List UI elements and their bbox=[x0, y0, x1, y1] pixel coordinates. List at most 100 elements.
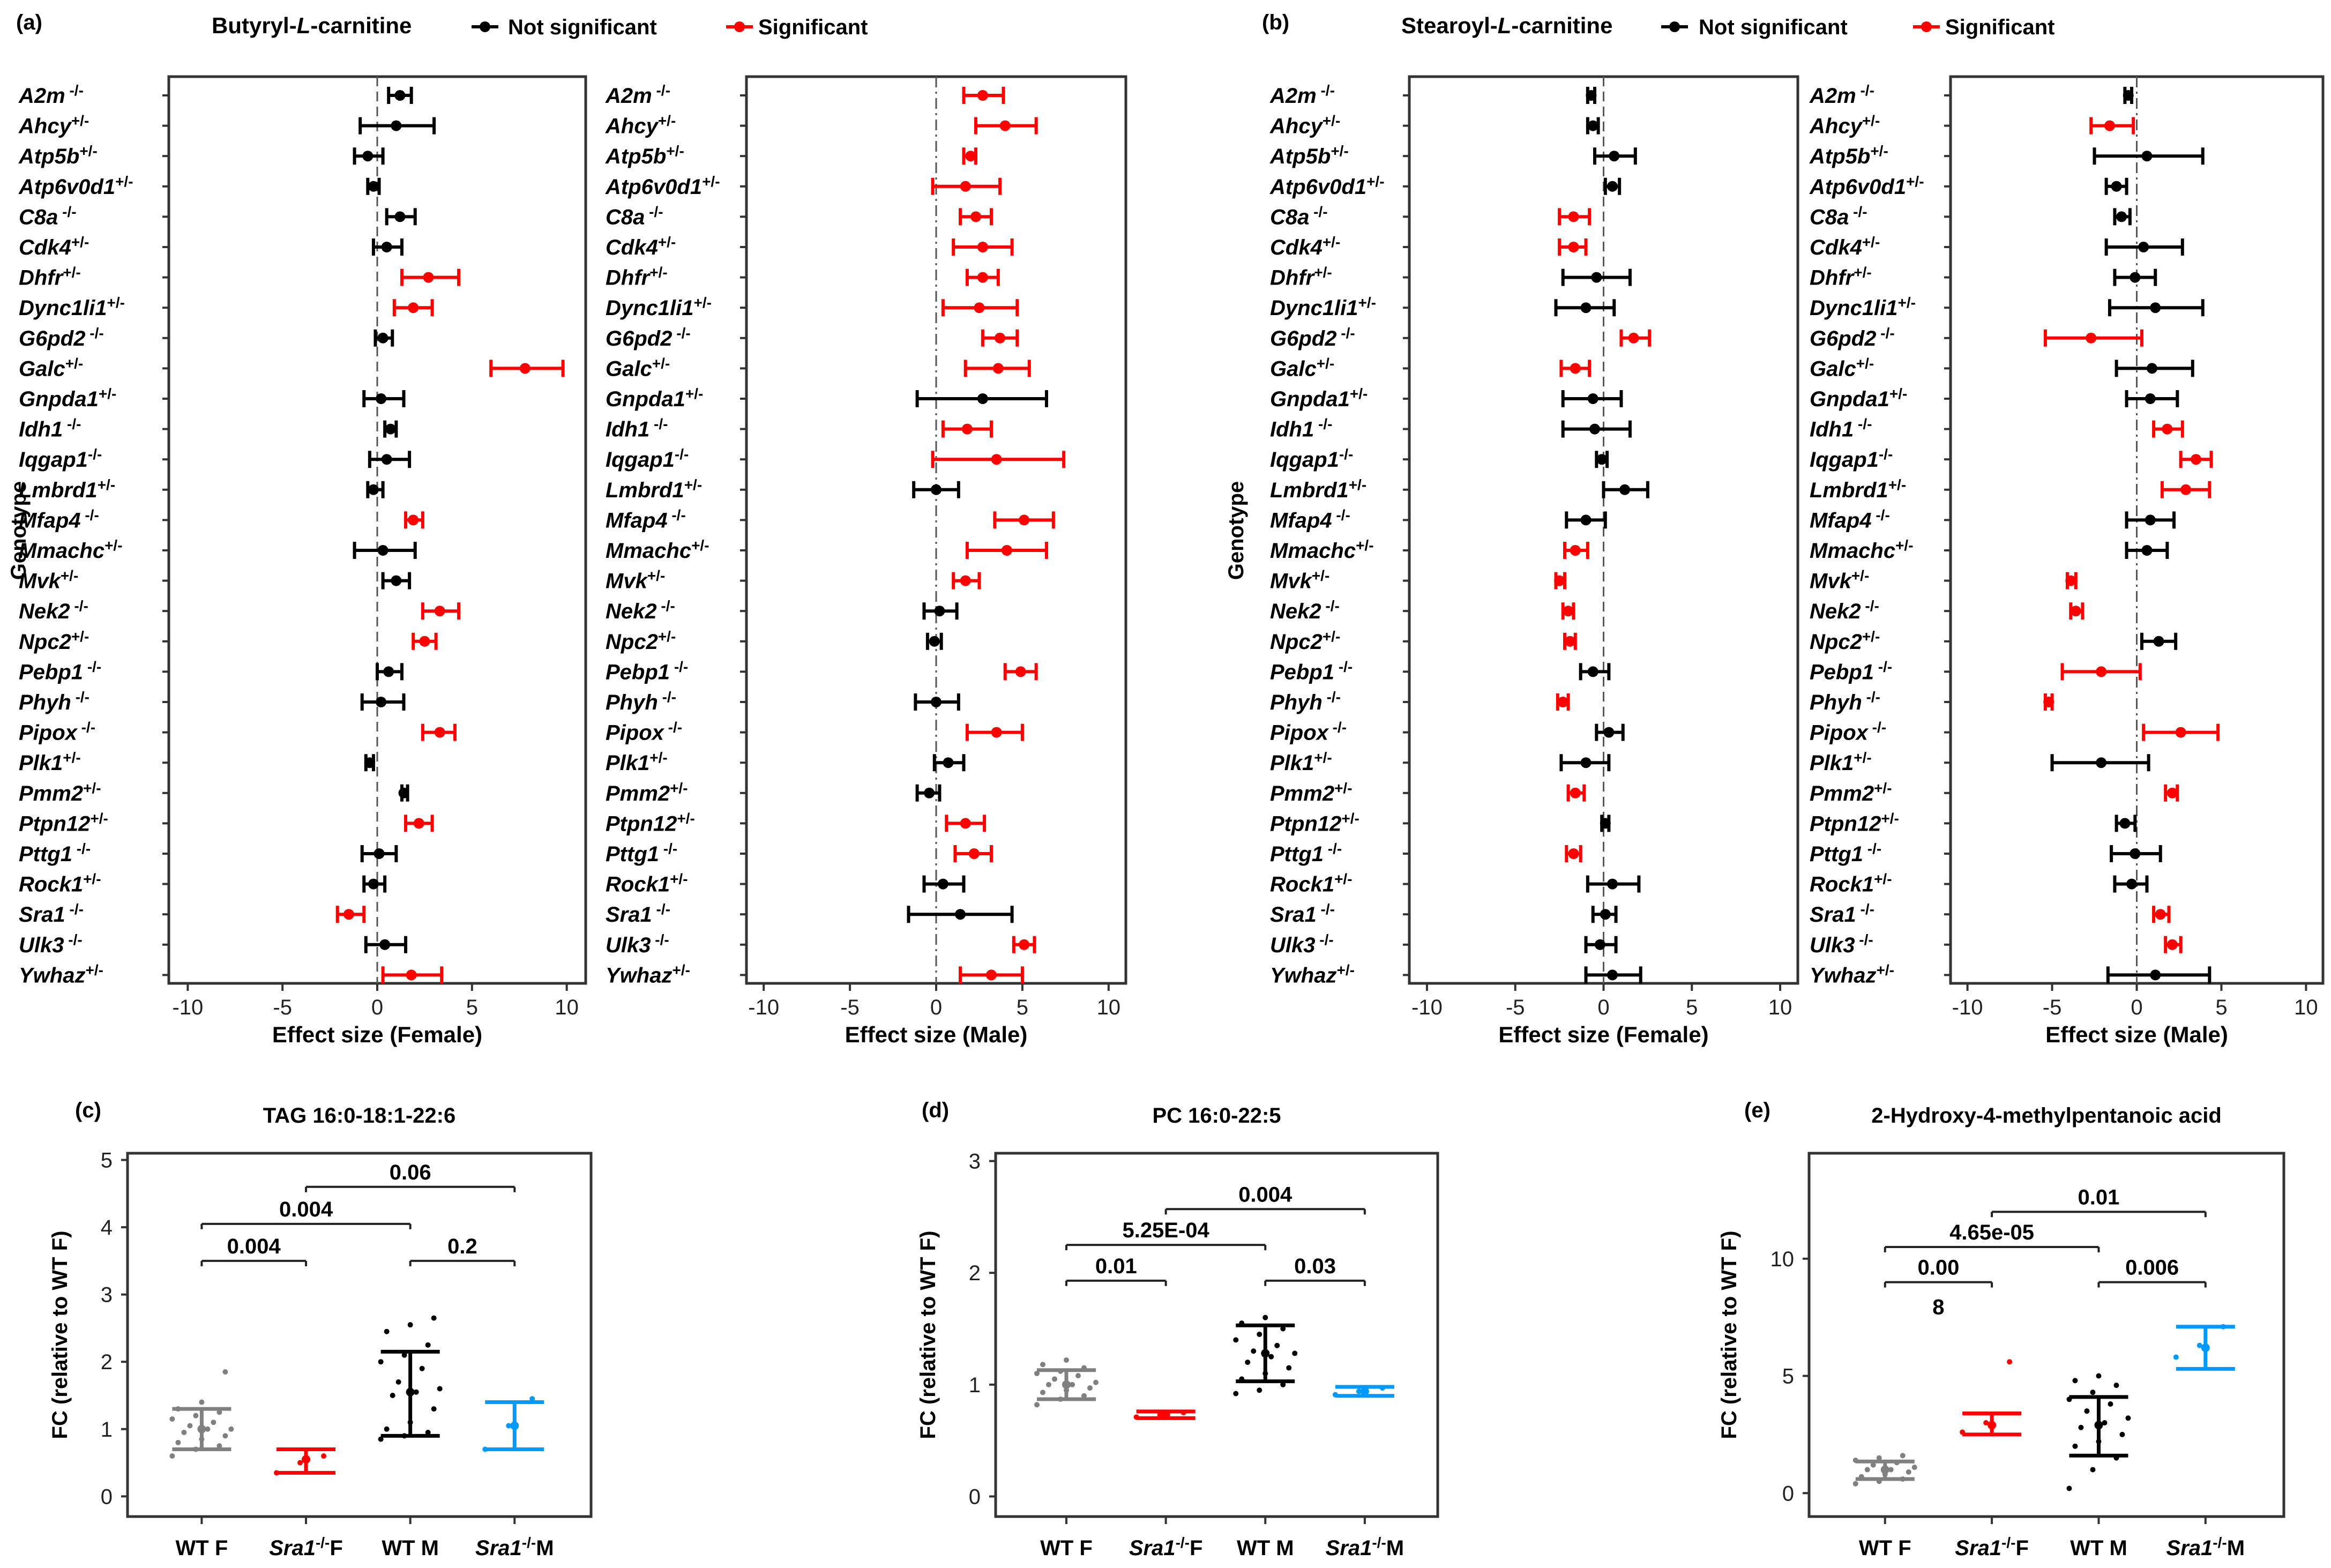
gene-label: Gnpda1+/- bbox=[19, 385, 116, 411]
effect-point bbox=[379, 939, 391, 950]
group-label: Sra1-/-F bbox=[269, 1534, 343, 1560]
effect-point bbox=[1557, 697, 1568, 707]
x-tick-label: -10 bbox=[748, 996, 779, 1019]
data-point bbox=[431, 1315, 437, 1321]
data-point bbox=[431, 1406, 437, 1412]
legend-b: Not significant Significant bbox=[1661, 16, 2054, 39]
gene-label: Ahcy+/- bbox=[1809, 113, 1880, 138]
gene-label: Iqgap1-/- bbox=[606, 446, 689, 472]
gene-label: Atp5b+/- bbox=[605, 143, 684, 168]
gene-label: Atp5b+/- bbox=[1269, 143, 1349, 168]
effect-point bbox=[2130, 272, 2141, 283]
gene-label: Cdk4+/- bbox=[1270, 234, 1340, 259]
gene-label: Dhfr+/- bbox=[1810, 264, 1872, 290]
gene-label: Sra1 -/- bbox=[1270, 901, 1335, 927]
effect-point bbox=[2086, 332, 2097, 344]
x-axis-label: Effect size (Male) bbox=[2045, 1022, 2228, 1047]
dot-plot-d: PC 16:0-22:5 0 1 2 3 FC (relative to WT F) WT … bbox=[916, 1104, 1439, 1560]
x-tick-label: 0 bbox=[371, 996, 383, 1019]
gene-label: Pipox -/- bbox=[606, 719, 682, 745]
data-point bbox=[297, 1460, 303, 1466]
data-point bbox=[1081, 1393, 1087, 1399]
gene-label: Mfap4 -/- bbox=[1270, 506, 1350, 532]
effect-point bbox=[1570, 363, 1581, 374]
data-point bbox=[2173, 1354, 2179, 1360]
y-tick-label: 0 bbox=[101, 1485, 113, 1509]
gene-label: Pttg1 -/- bbox=[19, 840, 91, 866]
x-tick-label: -10 bbox=[172, 996, 203, 1019]
data-point bbox=[2196, 1342, 2202, 1348]
legend-b-sig-label: Significant bbox=[1945, 16, 2054, 39]
effect-point bbox=[368, 878, 379, 890]
data-point bbox=[1233, 1337, 1239, 1343]
group-label: Sra1-/-F bbox=[1955, 1534, 2029, 1560]
gene-label: Ulk3 -/- bbox=[19, 931, 83, 957]
data-point bbox=[1034, 1402, 1040, 1408]
data-point bbox=[199, 1399, 205, 1405]
effect-point bbox=[376, 697, 387, 707]
effect-point bbox=[2096, 666, 2107, 677]
gene-label: Pebp1 -/- bbox=[1810, 658, 1892, 684]
effect-point bbox=[1563, 606, 1574, 617]
mean-point bbox=[1161, 1410, 1170, 1420]
gene-label: Rock1+/- bbox=[1270, 871, 1353, 897]
effect-point bbox=[1568, 211, 1579, 222]
data-point bbox=[401, 1352, 407, 1358]
effect-point bbox=[2145, 393, 2156, 404]
effect-point bbox=[991, 454, 1002, 465]
effect-point bbox=[2043, 697, 2054, 707]
data-point bbox=[1911, 1465, 1917, 1470]
effect-point bbox=[1607, 878, 1618, 890]
effect-point bbox=[991, 727, 1002, 738]
x-tick-label: 10 bbox=[1097, 996, 1121, 1019]
gene-label: Dync1li1+/- bbox=[606, 294, 712, 320]
gene-label: Idh1 -/- bbox=[19, 416, 81, 442]
effect-point bbox=[1019, 939, 1030, 950]
effect-point bbox=[377, 545, 388, 556]
effect-point bbox=[955, 909, 966, 920]
y-tick-label: 10 bbox=[1770, 1248, 1795, 1271]
legend-a: Not significant Significant bbox=[472, 16, 868, 39]
effect-point bbox=[1568, 848, 1579, 859]
dot-plot-c: TAG 16:0-18:1-22:6 0 1 2 3 4 5 FC (relative to … bbox=[48, 1104, 593, 1560]
mean-point bbox=[1261, 1349, 1270, 1358]
effect-point bbox=[1603, 727, 1615, 738]
gene-label: Atp6v0d1+/- bbox=[605, 173, 720, 199]
effect-point bbox=[2119, 818, 2131, 829]
group-label: WT M bbox=[2070, 1536, 2127, 1560]
effect-point bbox=[406, 969, 417, 981]
effect-point bbox=[391, 575, 402, 586]
mean-point bbox=[1988, 1421, 1997, 1430]
data-point bbox=[1070, 1382, 1075, 1387]
effect-point bbox=[977, 90, 988, 101]
gene-label: Ptpn12+/- bbox=[606, 810, 695, 835]
gene-label: Iqgap1-/- bbox=[19, 446, 102, 472]
effect-point bbox=[383, 666, 394, 677]
plot-frame bbox=[1807, 1152, 2285, 1518]
mean-point bbox=[1062, 1380, 1071, 1389]
effect-point bbox=[381, 242, 392, 252]
y-tick-label: 3 bbox=[101, 1283, 113, 1307]
gene-label: Nek2 -/- bbox=[19, 598, 88, 623]
y-axis-label: FC (relative to WT F) bbox=[916, 1231, 940, 1439]
effect-point bbox=[2180, 484, 2192, 495]
x-tick-label: -10 bbox=[1411, 996, 1443, 1019]
y-tick-label: 2 bbox=[101, 1350, 113, 1374]
gene-label: Ywhaz+/- bbox=[1270, 961, 1355, 987]
effect-point bbox=[423, 272, 434, 283]
data-point bbox=[216, 1443, 222, 1449]
gene-label: Phyh -/- bbox=[1270, 689, 1341, 714]
data-point bbox=[378, 1359, 384, 1365]
gene-label: A2m -/- bbox=[1809, 82, 1874, 108]
data-point bbox=[2090, 1467, 2096, 1473]
p-value-label: 0.03 bbox=[1294, 1255, 1336, 1278]
gene-label: Mfap4 -/- bbox=[19, 506, 99, 532]
data-point bbox=[1046, 1382, 1051, 1387]
data-point bbox=[390, 1393, 395, 1398]
gene-label: Dhfr+/- bbox=[19, 264, 81, 290]
y-axis-label: Genotype bbox=[7, 481, 31, 580]
gene-label: Mvk+/- bbox=[1810, 568, 1869, 593]
data-point bbox=[1280, 1326, 1286, 1332]
data-point bbox=[384, 1426, 390, 1432]
data-point bbox=[1262, 1315, 1268, 1320]
